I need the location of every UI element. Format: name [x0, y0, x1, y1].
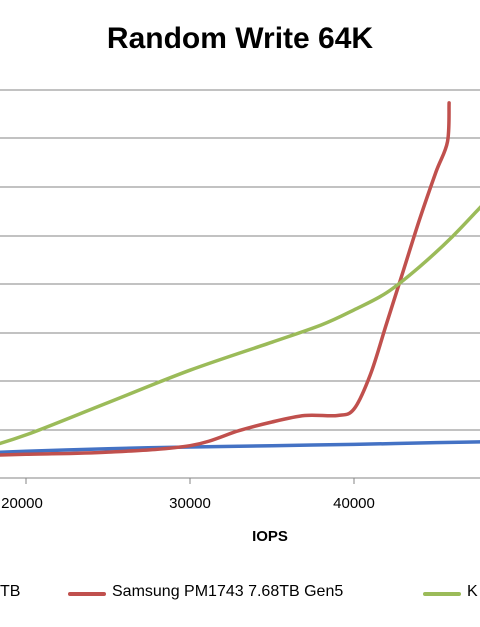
- series-line-2: [0, 205, 480, 446]
- legend-label-0: TB: [0, 583, 21, 600]
- legend-swatch-2: [423, 592, 461, 596]
- x-tick-label-1: 30000: [169, 495, 211, 512]
- x-axis-label: IOPS: [252, 528, 288, 545]
- chart-title: Random Write 64K: [106, 22, 374, 55]
- legend-swatch-1: [68, 592, 106, 596]
- series-line-1: [0, 101, 451, 457]
- x-tick-label-0: 20000: [1, 495, 43, 512]
- x-tick-label-2: 40000: [333, 495, 375, 512]
- legend-label-1: Samsung PM1743 7.68TB Gen5: [112, 583, 344, 600]
- legend-label-2: K: [467, 583, 478, 600]
- series-line-0: [0, 440, 480, 454]
